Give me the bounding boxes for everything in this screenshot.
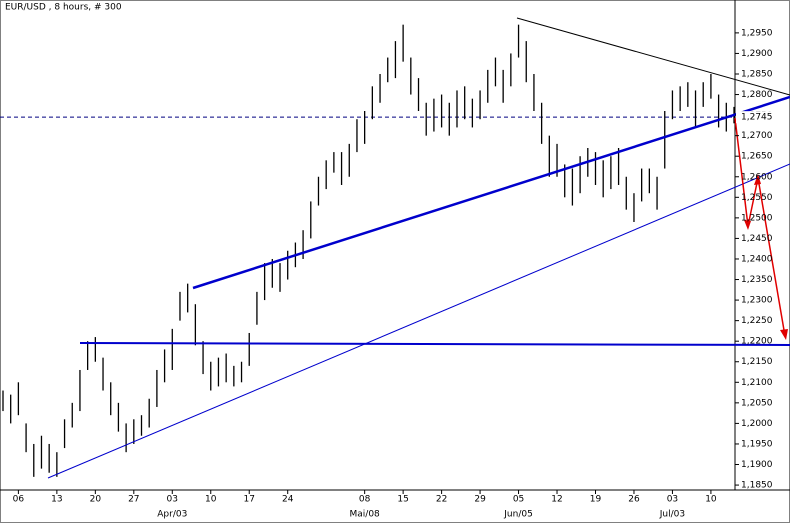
- y-tick-label: 1,2450: [741, 234, 773, 244]
- y-tick-label: 1,2600: [741, 172, 773, 182]
- y-tick-label: 1,2950: [741, 28, 773, 38]
- arrow-head: [780, 329, 788, 340]
- trend-line: [192, 95, 790, 290]
- x-tick-label: 29: [474, 495, 486, 505]
- x-tick-label: 13: [51, 495, 62, 505]
- y-tick-label: 1,1900: [741, 460, 773, 470]
- y-tick-label: 1,2150: [741, 357, 773, 367]
- y-tick-label: 1,2550: [741, 193, 773, 203]
- x-tick-label: 27: [128, 495, 139, 505]
- y-tick-label: 1,2850: [741, 69, 773, 79]
- x-tick-label: 03: [667, 495, 678, 505]
- last-price-label: 1,2745: [741, 113, 773, 123]
- y-tick-label: 1,2000: [741, 419, 773, 429]
- y-tick-label: 1,2800: [741, 90, 773, 100]
- y-tick-label: 1,2350: [741, 275, 773, 285]
- arrow-head: [754, 174, 761, 185]
- month-label: Apr/03: [157, 510, 187, 520]
- x-tick-label: 10: [205, 495, 217, 505]
- y-tick-label: 1,2900: [741, 49, 773, 59]
- y-tick-label: 1,2650: [741, 152, 773, 162]
- x-tick-label: 03: [167, 495, 178, 505]
- x-tick-label: 24: [282, 495, 294, 505]
- x-tick-label: 19: [590, 495, 602, 505]
- x-tick-label: 15: [397, 495, 408, 505]
- arrow-head: [744, 220, 751, 230]
- y-tick-label: 1,2400: [741, 254, 773, 264]
- x-tick-label: 17: [244, 495, 255, 505]
- x-tick-label: 22: [436, 495, 447, 505]
- forecast-arrow: [734, 117, 786, 337]
- y-tick-label: 1,2300: [741, 296, 773, 306]
- x-tick-label: 06: [13, 495, 25, 505]
- x-tick-label: 12: [551, 495, 562, 505]
- y-tick-label: 1,2200: [741, 337, 773, 347]
- chart-title: EUR/USD , 8 hours, # 300: [5, 3, 122, 13]
- support-line: [79, 342, 790, 346]
- y-tick-label: 1,2050: [741, 398, 773, 408]
- y-tick-label: 1,1850: [741, 481, 773, 491]
- trend-line: [516, 17, 790, 96]
- trend-line: [47, 163, 790, 479]
- x-tick-label: 10: [705, 495, 717, 505]
- y-tick-label: 1,2500: [741, 213, 773, 223]
- y-tick-label: 1,1950: [741, 439, 773, 449]
- last-price-box: [736, 111, 776, 124]
- x-tick-label: 26: [628, 495, 640, 505]
- x-tick-label: 08: [359, 495, 371, 505]
- x-tick-label: 05: [513, 495, 524, 505]
- x-tick-label: 20: [90, 495, 102, 505]
- month-label: Jul/03: [659, 510, 685, 520]
- y-tick-label: 1,2700: [741, 131, 773, 141]
- month-label: Jun/05: [503, 510, 533, 520]
- month-label: Mai/08: [350, 510, 381, 520]
- y-tick-label: 1,2250: [741, 316, 773, 326]
- y-tick-label: 1,2100: [741, 378, 773, 388]
